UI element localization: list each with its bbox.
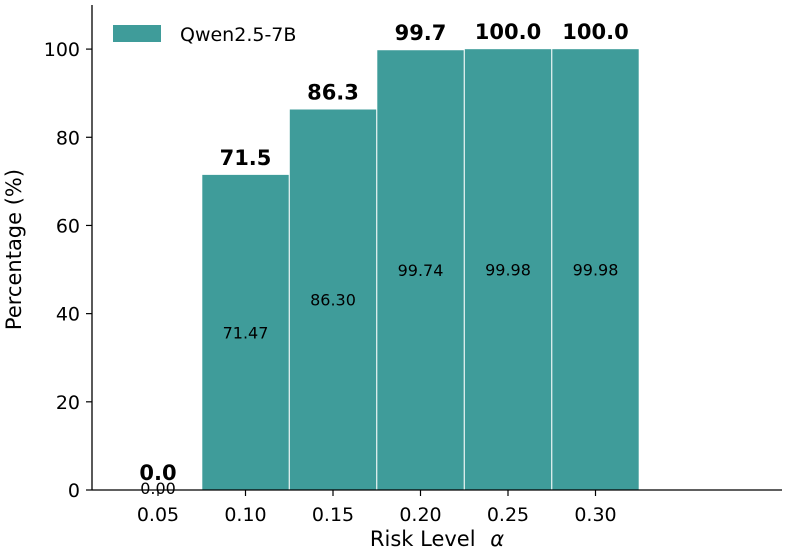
bar-0.15 [289, 109, 377, 490]
bars-layer [202, 49, 639, 491]
x-tick-label-0.15: 0.15 [312, 504, 354, 526]
bar-value-label-0.05: 0.00 [140, 479, 176, 498]
x-tick-label-0.10: 0.10 [224, 504, 266, 526]
x-tick-label-0.20: 0.20 [399, 504, 441, 526]
bar-0.20 [377, 50, 464, 490]
bar-value-label-0.15: 86.30 [310, 291, 356, 310]
axes-layer [91, 5, 782, 491]
bar-top-label-0.05: 0.0 [139, 461, 176, 485]
x-axis-title: Risk Level α [370, 527, 504, 551]
bar-top-label-0.10: 71.5 [220, 146, 272, 170]
bar-0.25 [464, 49, 552, 491]
legend-label: Qwen2.5-7B [180, 24, 296, 46]
x-tick-label-0.05: 0.05 [137, 504, 179, 526]
bar-value-label-0.30: 99.98 [573, 261, 619, 280]
x-tick-label-0.25: 0.25 [487, 504, 529, 526]
bar-top-label-0.25: 100.0 [475, 20, 541, 44]
bar-0.10 [202, 174, 289, 491]
bar-value-label-0.20: 99.74 [398, 261, 444, 280]
bar-top-label-0.15: 86.3 [307, 80, 359, 104]
y-tick-label-80: 80 [56, 127, 80, 149]
y-tick-label-0: 0 [68, 480, 80, 502]
x-axis-title-symbol: α [490, 527, 504, 551]
y-tick-label-60: 60 [56, 215, 80, 237]
bar-value-label-0.25: 99.98 [485, 261, 531, 280]
bar-value-label-0.10: 71.47 [223, 323, 269, 342]
legend-swatch [113, 25, 161, 42]
bar-0.30 [552, 49, 639, 491]
legend: Qwen2.5-7B [113, 24, 296, 46]
x-axis-title-text: Risk Level [370, 527, 476, 551]
y-tick-label-100: 100 [44, 39, 80, 61]
bar-top-label-0.30: 100.0 [562, 20, 628, 44]
bar-labels-layer: 0.00.00 71.5 71.47 86.3 86.30 99.7 99.74 100.0 9… [139, 20, 628, 498]
y-tick-label-40: 40 [56, 304, 80, 326]
y-tick-label-20: 20 [56, 392, 80, 414]
y-ticks: 0 20 40 60 80 100 [44, 39, 92, 502]
x-tick-label-0.30: 0.30 [574, 504, 616, 526]
bar-top-label-0.20: 99.7 [395, 21, 447, 45]
y-axis-title: Percentage (%) [2, 169, 26, 330]
x-ticks: 0.05 0.10 0.15 0.20 0.25 0.30 [137, 490, 617, 526]
